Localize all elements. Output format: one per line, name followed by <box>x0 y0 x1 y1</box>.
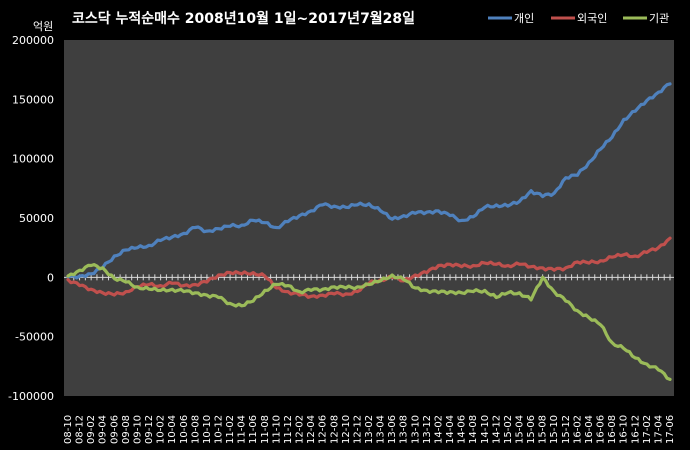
y-tick-label: 0 <box>47 271 54 284</box>
x-tick-label: 13-04 <box>376 415 387 444</box>
y-tick-label: -100000 <box>8 390 54 403</box>
x-tick-label: 13-02 <box>364 415 375 444</box>
x-tick-label: 14-10 <box>480 415 491 444</box>
x-tick-label: 14-12 <box>491 415 502 444</box>
x-tick-label: 11-04 <box>237 415 248 444</box>
x-tick-label: 16-06 <box>596 415 607 444</box>
legend: 개인 외국인 기관 <box>488 12 669 25</box>
x-tick-label: 09-10 <box>132 415 143 444</box>
x-tick-label: 15-02 <box>503 415 514 444</box>
x-tick-label: 12-02 <box>295 415 306 444</box>
x-tick-label: 16-04 <box>584 415 595 444</box>
x-tick-label: 10-10 <box>202 415 213 444</box>
x-tick-label: 12-06 <box>318 415 329 444</box>
x-tick-label: 10-12 <box>214 415 225 444</box>
x-tick-label: 09-02 <box>86 415 97 444</box>
x-tick-label: 17-02 <box>642 415 653 444</box>
y-tick-label: 150000 <box>12 93 54 106</box>
series-line <box>66 82 672 280</box>
x-tick-label: 10-06 <box>179 415 190 444</box>
y-tick-label: 200000 <box>12 34 54 47</box>
x-tick-label: 11-10 <box>271 415 282 444</box>
x-tick-label: 09-04 <box>98 415 109 444</box>
x-tick-label: 09-12 <box>144 415 155 444</box>
y-tick-label: -50000 <box>15 331 54 344</box>
y-axis-unit-label: 억원 <box>33 20 53 33</box>
y-tick-label: 50000 <box>19 212 54 225</box>
x-tick-label: 14-04 <box>445 415 456 444</box>
x-tick-label: 12-10 <box>341 415 352 444</box>
x-tick-label: 13-12 <box>422 415 433 444</box>
series-line <box>66 263 672 381</box>
legend-label: 개인 <box>514 12 534 25</box>
x-tick-label: 08-10 <box>63 415 74 444</box>
x-tick-label: 17-04 <box>653 415 664 444</box>
x-tick-label: 09-08 <box>121 415 132 444</box>
y-tick-label: 100000 <box>12 153 54 166</box>
x-tick-label: 10-08 <box>190 415 201 444</box>
x-tick-label: 08-12 <box>75 415 86 444</box>
x-tick-label: 14-06 <box>457 415 468 444</box>
x-tick-label: 10-02 <box>156 415 167 444</box>
legend-label: 기관 <box>649 12 669 25</box>
x-tick-label: 15-06 <box>526 415 537 444</box>
x-tick-label: 11-02 <box>225 415 236 444</box>
x-tick-label: 16-10 <box>619 415 630 444</box>
x-tick-label: 11-12 <box>283 415 294 444</box>
plot-area <box>64 40 674 396</box>
x-tick-label: 09-06 <box>109 415 120 444</box>
x-tick-label: 15-12 <box>561 415 572 444</box>
x-tick-label: 15-04 <box>515 415 526 444</box>
series-lines <box>66 82 672 381</box>
x-tick-label: 16-02 <box>572 415 583 444</box>
x-tick-label: 13-08 <box>399 415 410 444</box>
x-tick-label: 11-08 <box>260 415 271 444</box>
x-tick-label: 13-06 <box>387 415 398 444</box>
legend-label: 외국인 <box>577 12 607 25</box>
x-tick-label: 12-08 <box>329 415 340 444</box>
x-tick-label: 12-12 <box>352 415 363 444</box>
x-tick-label: 15-08 <box>538 415 549 444</box>
x-tick-label: 13-10 <box>410 415 421 444</box>
x-tick-label: 15-10 <box>549 415 560 444</box>
x-tick-label: 12-04 <box>306 415 317 444</box>
x-tick-label: 14-08 <box>468 415 479 444</box>
x-tick-label: 16-08 <box>607 415 618 444</box>
chart-title: 코스닥 누적순매수 2008년10월 1일~2017년7월28일 <box>72 10 415 27</box>
x-tick-label: 16-12 <box>630 415 641 444</box>
x-tick-label: 17-06 <box>665 415 676 444</box>
x-tick-label: 14-02 <box>433 415 444 444</box>
x-axis: 08-10 08-12 09-02 09-04 09-06 09-08 09-10 09-12… <box>63 274 676 444</box>
x-tick-label: 10-04 <box>167 415 178 444</box>
x-tick-label: 11-06 <box>248 415 259 444</box>
y-axis-ticks: 200000 150000 100000 50000 0 -50000 -100000 <box>8 34 54 403</box>
